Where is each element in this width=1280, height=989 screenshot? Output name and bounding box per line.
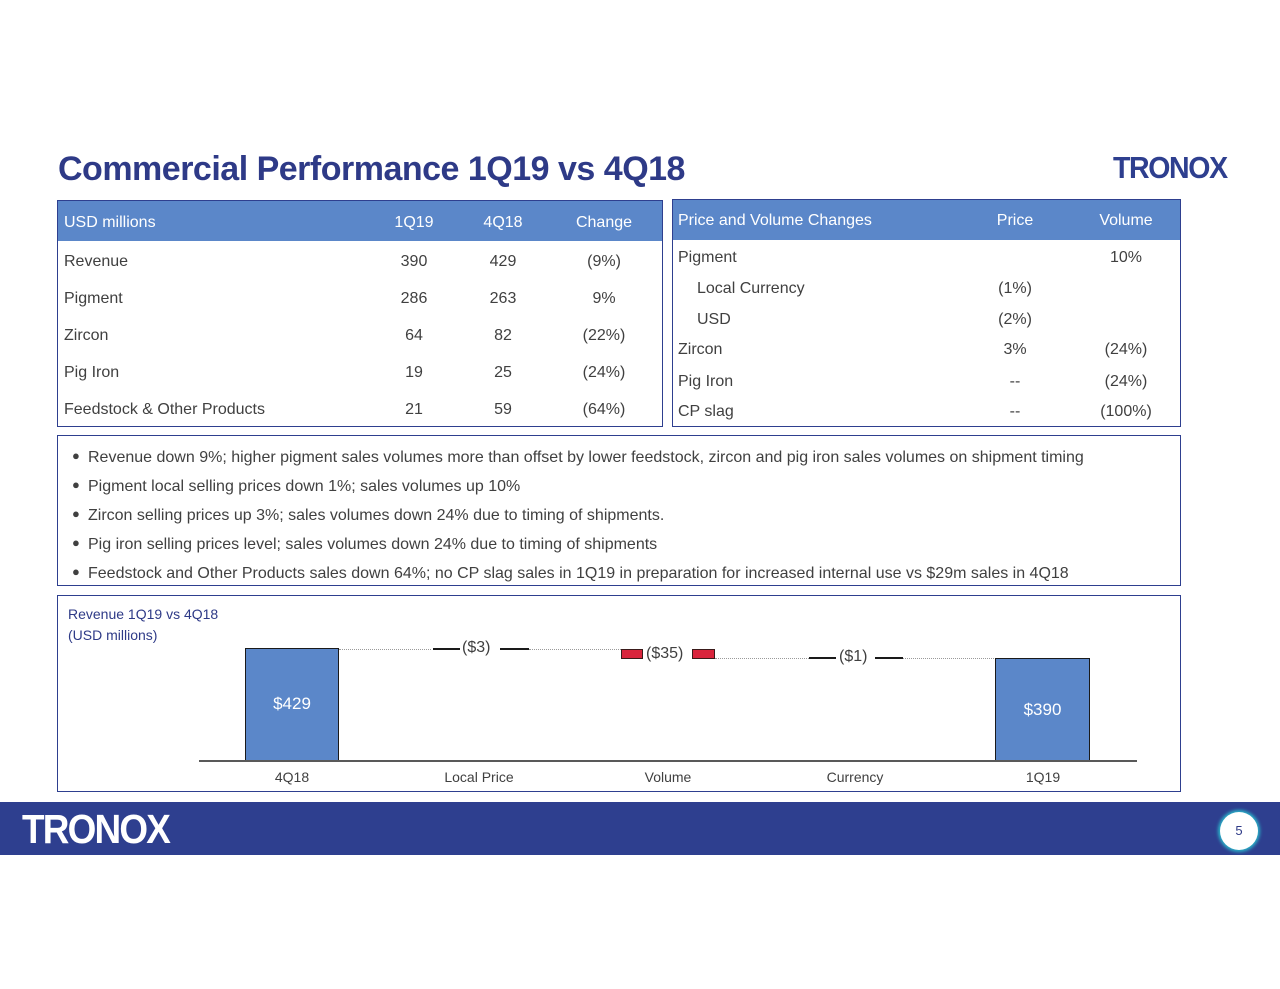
- bar-1q19: $390: [995, 658, 1090, 761]
- row-change: (22%): [582, 327, 626, 344]
- bullet-text: Zircon selling prices up 3%; sales volum…: [88, 507, 665, 524]
- row-label: Pig Iron: [64, 364, 120, 381]
- delta-label-currency: ($1): [839, 648, 868, 665]
- bullet-text: Pig iron selling prices level; sales vol…: [88, 536, 658, 553]
- row-1q19: 390: [400, 253, 428, 270]
- row-volume: (24%): [1104, 341, 1148, 358]
- row-label: Pig Iron: [678, 373, 734, 390]
- x-tick-label: Local Price: [444, 769, 514, 785]
- row-price: 3%: [1003, 341, 1027, 358]
- header-volume: Volume: [1099, 212, 1153, 229]
- commentary-bullets: ● Revenue down 9%; higher pigment sales v…: [57, 435, 1181, 586]
- row-label: Pigment: [678, 249, 737, 266]
- bullet-item: ● Pigment local selling prices down 1%; s…: [72, 477, 520, 496]
- chart-subtitle: (USD millions): [68, 627, 158, 643]
- row-label: Local Currency: [697, 280, 805, 297]
- delta-label-volume: ($35): [646, 645, 684, 662]
- delta-marker-currency: [875, 657, 903, 659]
- row-4q18: 82: [494, 327, 512, 344]
- row-change: (24%): [582, 364, 626, 381]
- row-change: (9%): [587, 253, 621, 270]
- row-change: (64%): [582, 401, 626, 418]
- page-number-badge: 5: [1220, 812, 1258, 850]
- header-change: Change: [575, 214, 633, 231]
- header-price-volume-changes: Price and Volume Changes: [678, 212, 872, 229]
- row-price: --: [1009, 373, 1021, 390]
- header-1q19: 1Q19: [394, 214, 434, 231]
- row-volume: (100%): [1100, 403, 1152, 420]
- bar-value-label: $390: [1023, 700, 1062, 719]
- bar-4q18: $429: [245, 648, 339, 761]
- row-4q18: 263: [489, 290, 517, 307]
- bullet-text: Pigment local selling prices down 1%; sa…: [88, 478, 521, 495]
- row-change: 9%: [592, 290, 616, 307]
- bullet-icon: ●: [72, 477, 80, 492]
- row-price: --: [1009, 403, 1021, 420]
- row-label: Zircon: [678, 341, 723, 358]
- row-1q19: 21: [405, 401, 423, 418]
- bullet-icon: ●: [72, 564, 80, 579]
- row-1q19: 19: [405, 364, 423, 381]
- connector-line: [715, 658, 809, 659]
- delta-bar-volume: [621, 649, 643, 659]
- x-tick-label: 1Q19: [1025, 769, 1061, 785]
- bullet-text: Revenue down 9%; higher pigment sales vo…: [88, 449, 1084, 466]
- tronox-logo-footer: TRONOX: [22, 806, 171, 852]
- row-4q18: 429: [489, 253, 517, 270]
- bullet-icon: ●: [72, 506, 80, 521]
- price-volume-table-header: Price and Volume Changes Price Volume: [673, 200, 1180, 240]
- row-4q18: 59: [494, 401, 512, 418]
- row-volume: 10%: [1109, 249, 1143, 266]
- bullet-item: ● Feedstock and Other Products sales down…: [72, 564, 1069, 583]
- page-title: Commercial Performance 1Q19 vs 4Q18: [58, 150, 685, 188]
- row-volume: (24%): [1104, 373, 1148, 390]
- row-1q19: 286: [400, 290, 428, 307]
- header-price: Price: [996, 212, 1034, 229]
- row-label: Feedstock & Other Products: [64, 401, 265, 418]
- bullet-icon: ●: [72, 448, 80, 463]
- delta-bar-volume: [692, 649, 715, 659]
- bullet-item: ● Revenue down 9%; higher pigment sales v…: [72, 448, 1084, 467]
- delta-marker-currency: [809, 657, 836, 659]
- chart-title: Revenue 1Q19 vs 4Q18: [68, 606, 219, 622]
- row-label: Revenue: [64, 253, 129, 270]
- delta-label-local-price: ($3): [462, 639, 491, 656]
- bullet-icon: ●: [72, 535, 80, 550]
- delta-marker-local-price: [433, 648, 460, 650]
- header-usd-millions: USD millions: [64, 214, 156, 231]
- header-4q18: 4Q18: [483, 214, 523, 231]
- revenue-table-header: USD millions 1Q19 4Q18 Change: [58, 201, 662, 241]
- row-label: Pigment: [64, 290, 123, 307]
- row-price: (2%): [998, 311, 1032, 328]
- connector-line: [529, 649, 621, 650]
- revenue-waterfall-chart: Revenue 1Q19 vs 4Q18 (USD millions) $429…: [57, 595, 1181, 792]
- row-1q19: 64: [405, 327, 423, 344]
- row-label: Zircon: [64, 327, 109, 344]
- price-volume-table: Price and Volume Changes Price Volume Pi…: [672, 199, 1181, 427]
- footer-band: TRONOX 5: [0, 802, 1280, 855]
- row-4q18: 25: [494, 364, 512, 381]
- bullet-item: ● Zircon selling prices up 3%; sales volu…: [72, 506, 664, 525]
- revenue-table: USD millions 1Q19 4Q18 Change Revenue 39…: [57, 200, 663, 427]
- row-label: USD: [697, 311, 731, 328]
- connector-line: [339, 649, 431, 650]
- bar-value-label: $429: [273, 694, 311, 713]
- delta-marker-local-price: [500, 648, 529, 650]
- x-tick-label: Currency: [826, 769, 884, 785]
- row-label: CP slag: [678, 403, 734, 420]
- bullet-item: ● Pig iron selling prices level; sales vo…: [72, 535, 657, 554]
- tronox-logo: TRONOX: [1113, 150, 1228, 185]
- x-tick-label: 4Q18: [274, 769, 310, 785]
- row-price: (1%): [998, 280, 1032, 297]
- connector-line: [903, 658, 996, 659]
- bullet-text: Feedstock and Other Products sales down …: [88, 565, 1069, 582]
- x-tick-label: Volume: [644, 769, 692, 785]
- x-axis-line: [199, 760, 1137, 762]
